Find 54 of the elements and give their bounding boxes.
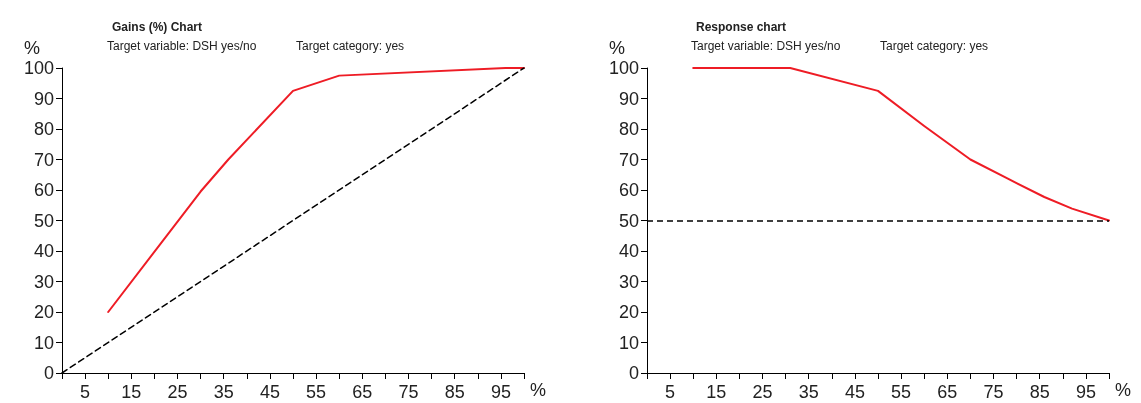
x-tick-label: 75	[398, 382, 419, 402]
line-series	[692, 67, 1110, 222]
x-tick-label: 35	[798, 382, 819, 402]
text: Target variable: DSH yes/no	[691, 39, 841, 53]
x-tick-label: 45	[844, 382, 865, 402]
line-series	[107, 67, 525, 313]
y-tick-label: 80	[618, 119, 639, 139]
y-tick-label: 90	[618, 88, 639, 109]
text: Target variable: DSH yes/no	[107, 39, 257, 53]
y-tick-label: 30	[618, 271, 639, 292]
x-tick-label: 85	[444, 382, 465, 402]
x-tick-label: 5	[665, 382, 676, 402]
y-tick-label: 50	[618, 210, 639, 231]
x-tick-label: 5	[80, 382, 91, 402]
x-tick-label: 35	[213, 382, 234, 402]
y-tick-label: 70	[618, 149, 639, 170]
chart-title: Response chart	[696, 20, 787, 34]
y-axis-title: %	[609, 38, 626, 58]
y-tick-label: 100	[23, 58, 54, 78]
y-tick-label: 70	[33, 149, 54, 170]
y-tick-label: 40	[33, 241, 54, 261]
text: Target category: yes	[880, 39, 989, 53]
y-tick-label: 20	[618, 302, 639, 322]
x-tick-label: 55	[306, 382, 327, 402]
x-tick-label: 85	[1029, 382, 1050, 402]
x-axis-title: %	[1115, 380, 1132, 400]
x-tick-label: 25	[752, 382, 773, 402]
x-tick-label: 65	[352, 382, 373, 402]
y-tick-label: 10	[618, 332, 639, 353]
y-tick-label: 60	[33, 180, 54, 200]
y-tick-label: 0	[43, 363, 54, 383]
x-tick-label: 25	[167, 382, 188, 402]
y-tick-label: 20	[33, 302, 54, 322]
y-tick-label: 60	[618, 180, 639, 200]
y-axis-title: %	[24, 38, 41, 58]
chart-title: Gains (%) Chart	[112, 20, 203, 34]
y-tick-label: 10	[33, 332, 54, 353]
x-tick-label: 15	[121, 382, 142, 402]
x-axis-title: %	[530, 380, 547, 400]
y-tick-label: 80	[33, 119, 54, 139]
x-tick-label: 55	[891, 382, 912, 402]
x-tick-label: 65	[937, 382, 958, 402]
x-tick-label: 95	[490, 382, 511, 402]
x-tick-label: 95	[1075, 382, 1096, 402]
y-tick-label: 0	[628, 363, 639, 383]
y-tick-label: 30	[33, 271, 54, 292]
y-tick-label: 100	[608, 58, 639, 78]
y-tick-label: 90	[33, 88, 54, 109]
text: Target category: yes	[296, 39, 405, 53]
x-tick-label: 75	[983, 382, 1004, 402]
y-tick-label: 50	[33, 210, 54, 231]
x-tick-label: 45	[259, 382, 280, 402]
x-tick-label: 15	[706, 382, 727, 402]
y-tick-label: 40	[618, 241, 639, 261]
